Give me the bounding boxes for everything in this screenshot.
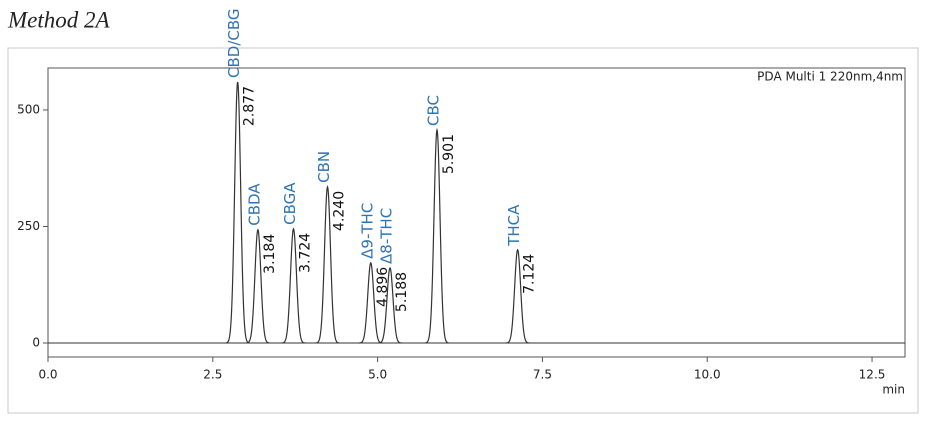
chart-title: Method 2A	[7, 7, 111, 32]
x-tick-label: 5.0	[368, 368, 387, 382]
retention-time: 5.901	[441, 134, 457, 174]
peak	[378, 267, 402, 344]
y-tick-label: 250	[17, 219, 40, 233]
x-tick-label: 10.0	[694, 368, 721, 382]
retention-time: 7.124	[522, 254, 538, 294]
peak	[225, 81, 250, 344]
peak-name: THCA	[505, 204, 523, 247]
peak	[281, 227, 306, 344]
peak-name: Δ9-THC	[358, 203, 376, 259]
peak	[358, 261, 383, 344]
x-tick-label: 2.5	[203, 368, 222, 382]
retention-time: 3.724	[297, 233, 313, 273]
peak-name: CBC	[425, 95, 443, 126]
plot-area	[47, 67, 906, 358]
peak	[245, 228, 270, 344]
peak-name: CBN	[315, 151, 333, 183]
y-tick-label: 500	[17, 102, 40, 116]
retention-time: 2.877	[242, 86, 258, 126]
peak-name: CBDA	[245, 183, 263, 226]
x-tick-label: 7.5	[533, 368, 552, 382]
retention-time: 5.188	[394, 272, 410, 312]
annotation: PDA Multi 1 220nm,4nm	[757, 70, 903, 84]
peak	[315, 185, 340, 344]
peak-name: Δ8-THC	[378, 208, 396, 264]
retention-time: 4.240	[332, 191, 348, 231]
x-axis-label: min	[882, 383, 905, 397]
chart-frame	[7, 47, 919, 414]
y-tick-label: 0	[32, 336, 40, 350]
peak	[425, 127, 449, 344]
peak-name: CBGA	[281, 182, 299, 225]
peak-name: CBD/CBG	[225, 8, 243, 78]
retention-time: 3.184	[262, 234, 278, 274]
x-tick-label: 0.0	[38, 368, 57, 382]
x-tick-label: 12.5	[859, 368, 886, 382]
peak	[505, 248, 530, 344]
